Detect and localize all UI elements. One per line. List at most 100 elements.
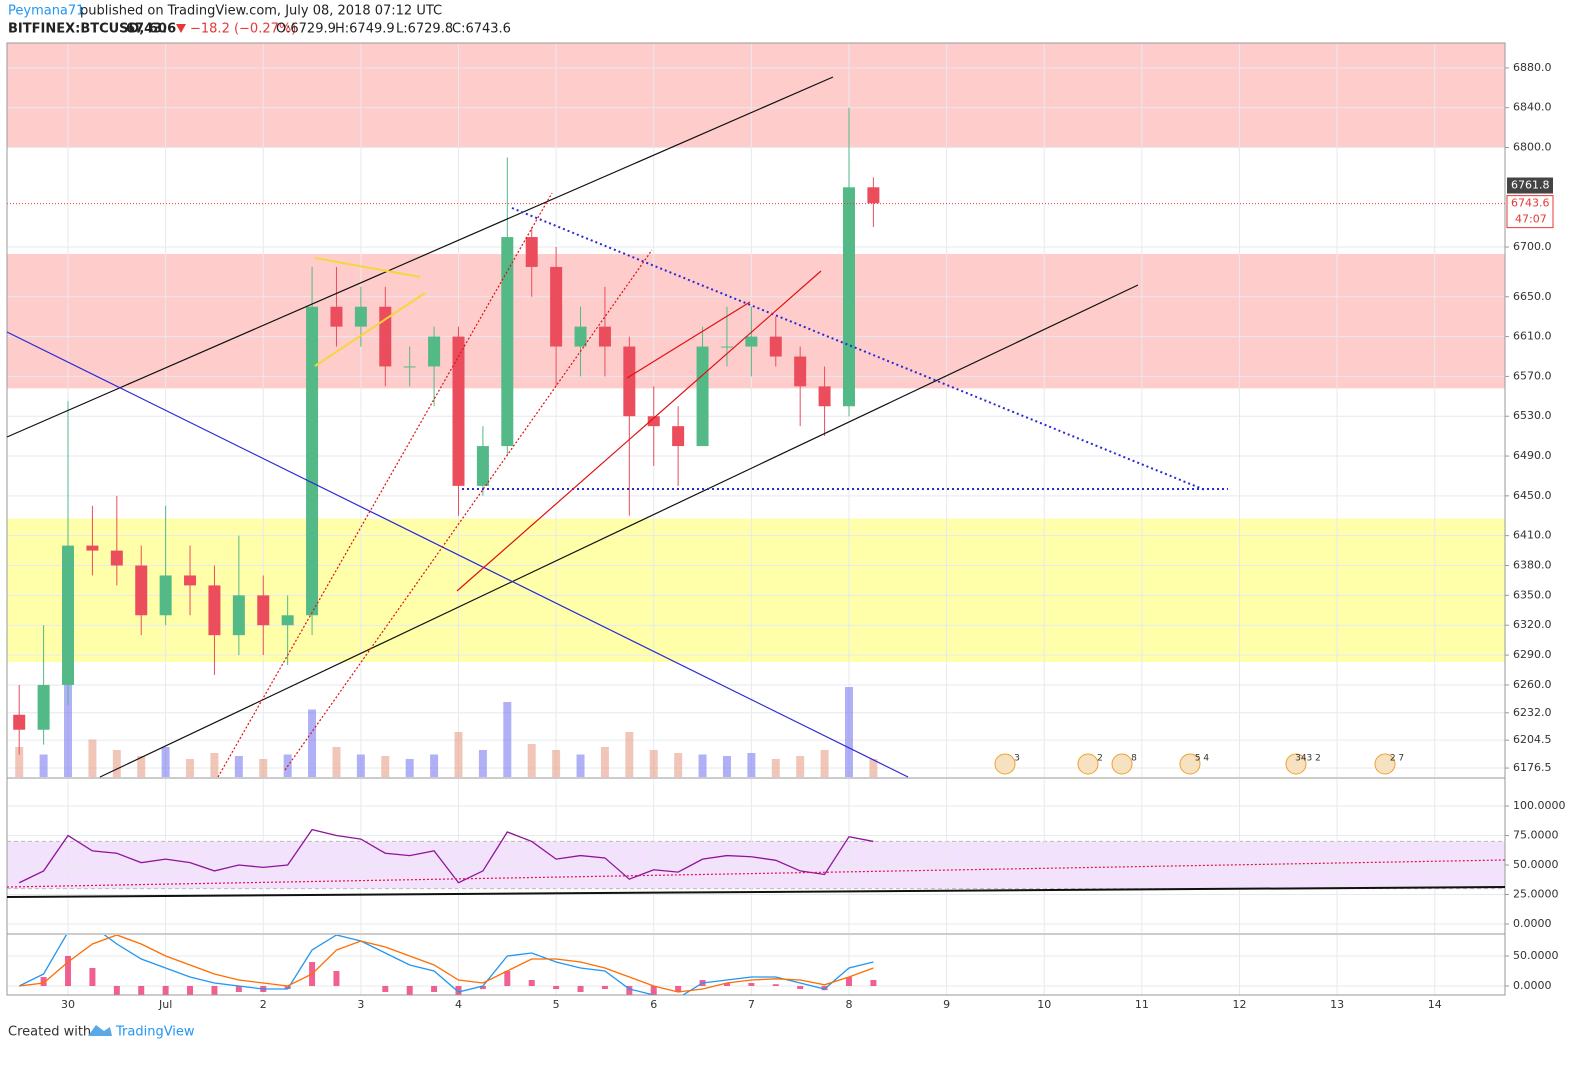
histogram-bar — [797, 986, 804, 989]
histogram-bar — [431, 986, 438, 992]
histogram-bar — [504, 971, 511, 986]
volume-bar — [625, 732, 634, 777]
volume-bar — [722, 756, 731, 777]
y-tick-label: 6260.0 — [1513, 678, 1552, 691]
candle-body — [452, 336, 465, 486]
volume-bar — [820, 750, 829, 777]
event-flag — [1077, 753, 1099, 775]
histogram-bar — [723, 983, 730, 986]
event-flag — [994, 753, 1016, 775]
histogram-bar — [235, 986, 242, 992]
trendline — [314, 292, 426, 367]
volume-bar — [430, 754, 439, 777]
volume-bar — [39, 754, 48, 777]
volume-bar — [649, 750, 658, 777]
volume-bar — [552, 750, 561, 777]
y-tick-label: 6176.5 — [1513, 761, 1552, 774]
x-tick-label: 7 — [748, 998, 755, 1011]
candle-body — [574, 326, 587, 347]
y-tick-label: 6410.0 — [1513, 529, 1552, 542]
ohlc-high: H:6749.9 — [335, 22, 395, 37]
y-tick-label: 6530.0 — [1513, 409, 1552, 422]
candle-body — [37, 684, 50, 730]
y-tick-label: 6570.0 — [1513, 369, 1552, 382]
candle-body — [842, 187, 855, 407]
volume-bar — [503, 702, 512, 777]
volume-bar — [210, 753, 219, 777]
histogram-bar — [65, 956, 72, 986]
pane — [18, 828, 874, 884]
histogram-bar — [821, 986, 828, 991]
last-price: 6743.6 — [126, 22, 176, 37]
event-flag — [1285, 753, 1307, 775]
y-tick-label: 6204.5 — [1513, 733, 1552, 746]
histogram-bar — [89, 968, 96, 986]
zone — [7, 253, 1505, 389]
volume-bar — [796, 756, 805, 777]
candle-body — [623, 346, 636, 417]
x-tick-label: 8 — [845, 998, 852, 1011]
volume-bar — [478, 750, 487, 777]
candle-body — [135, 565, 148, 616]
y-tick-label: 6232.0 — [1513, 706, 1552, 719]
histogram-bar — [772, 984, 779, 986]
rsi-line — [18, 828, 874, 884]
x-tick-label: 6 — [650, 998, 657, 1011]
ohlc-close: C:6743.6 — [452, 22, 511, 37]
candle-body — [330, 306, 343, 327]
y-tick-label: 6380.0 — [1513, 559, 1552, 572]
candle-body — [257, 595, 270, 626]
trendline — [6, 331, 909, 778]
histogram-bar — [577, 986, 584, 992]
event-flag — [1179, 753, 1201, 775]
volume-bar — [137, 756, 146, 777]
volume-bar — [869, 759, 878, 777]
volume-bar — [698, 754, 707, 777]
x-tick-label: 30 — [61, 998, 75, 1011]
volume-bar — [259, 759, 268, 777]
histogram-bar — [626, 986, 633, 995]
event-label: 8 — [1131, 754, 1137, 764]
macd-line — [18, 935, 874, 995]
candle-body — [86, 545, 99, 551]
candle-body — [13, 714, 26, 730]
histogram-bar — [211, 986, 218, 995]
volume-bar — [234, 756, 243, 777]
volume-bar — [161, 747, 170, 777]
x-tick-label: 12 — [1232, 998, 1246, 1011]
pane — [18, 935, 877, 995]
zone — [7, 518, 1505, 663]
candle-body — [598, 326, 611, 347]
y-tick-label: 6320.0 — [1513, 618, 1552, 631]
candle-body — [208, 585, 221, 636]
histogram-bar — [601, 986, 608, 989]
logo — [88, 1025, 112, 1036]
candle-body — [769, 336, 782, 357]
signal-line — [19, 935, 874, 993]
countdown: 47:07 — [1515, 213, 1547, 226]
volume-bar — [771, 759, 780, 777]
y-tick-label: 75.0000 — [1513, 829, 1559, 842]
histogram-bar — [382, 986, 389, 992]
candle-body — [281, 615, 294, 626]
volume-bar — [600, 747, 609, 777]
ohlc-open: O:6729.9 — [276, 22, 336, 37]
footer-created: Created with — [8, 1025, 91, 1040]
histogram-bar — [553, 986, 560, 989]
y-tick-label: 50.0000 — [1513, 949, 1559, 962]
volume-bar — [186, 759, 195, 777]
y-tick-label: 6450.0 — [1513, 489, 1552, 502]
candle-body — [818, 386, 831, 407]
volume-bar — [64, 664, 73, 777]
histogram-bar — [650, 986, 657, 995]
trendline — [626, 301, 751, 379]
event-label: 2 7 — [1390, 754, 1404, 764]
event-label: 2 — [1097, 754, 1103, 764]
author[interactable]: Peymana71 — [8, 4, 84, 19]
volume-bar — [576, 754, 585, 777]
y-tick-label: 25.0000 — [1513, 888, 1559, 901]
x-tick-label: 3 — [357, 998, 364, 1011]
y-tick-label: 100.0000 — [1513, 799, 1566, 812]
histogram-bar — [284, 986, 291, 989]
footer-brand[interactable]: TradingView — [115, 1025, 195, 1040]
